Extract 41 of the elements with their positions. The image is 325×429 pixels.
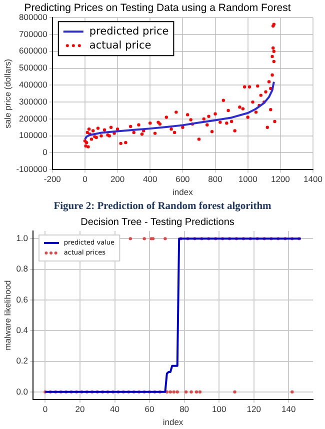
y-tick-label: 0.8 (16, 264, 28, 274)
legend-label: actual price (89, 39, 152, 52)
y-axis-title: sale price (dollars) (2, 58, 12, 128)
x-tick-label: 1000 (238, 174, 258, 184)
y-tick-label: 800000 (19, 12, 48, 22)
y-tick-label: 500000 (19, 62, 48, 73)
x-tick-label: 600 (176, 174, 190, 184)
x-tick-label: 100 (212, 404, 226, 414)
y-tick-label: 700000 (19, 28, 48, 39)
caption: Figure 2: Prediction of Random forest algorithm (52, 200, 272, 214)
y-tick-label: 0.4 (16, 324, 28, 335)
y-tick-label: 400000 (19, 80, 48, 90)
x-tick-label: 200 (110, 174, 125, 184)
y-axis-title: malware likelihood (2, 280, 12, 350)
y-tick-label: 0.6 (16, 294, 28, 304)
x-tick-label: 40 (110, 404, 120, 414)
x-tick-label: 1200 (270, 174, 290, 184)
x-tick-label: 1400 (304, 174, 323, 184)
legend-label: predicted price (89, 25, 169, 38)
x-tick-label: -200 (44, 174, 62, 184)
x-axis-title: index (162, 417, 184, 428)
y-tick-label: 1.0 (16, 233, 28, 244)
y-tick-label: 200000 (19, 113, 48, 124)
y-tick-label: 0.2 (16, 356, 28, 366)
y-tick-label: 0 (42, 147, 48, 158)
y-tick-label: 600000 (19, 46, 48, 56)
x-tick-label: 60 (144, 404, 155, 414)
x-tick-label: 140 (282, 404, 296, 414)
y-tick-label: 0.0 (16, 386, 28, 396)
x-axis-title: index (172, 187, 194, 198)
y-tick-label: -100000 (16, 164, 48, 174)
x-tick-label: 80 (180, 404, 190, 414)
x-tick-label: 800 (208, 174, 223, 184)
chart-title: Decision Tree - Testing Predictions (80, 216, 234, 228)
chart-title: Predicting Prices on Testing Data using a Random Forest (24, 2, 291, 14)
x-tick-label: 400 (143, 174, 158, 184)
y-tick-label: 100000 (19, 130, 48, 140)
x-tick-label: 0 (82, 174, 88, 184)
y-tick-label: 300000 (19, 96, 48, 106)
x-tick-label: 120 (246, 404, 262, 414)
x-tick-label: 20 (75, 404, 85, 414)
